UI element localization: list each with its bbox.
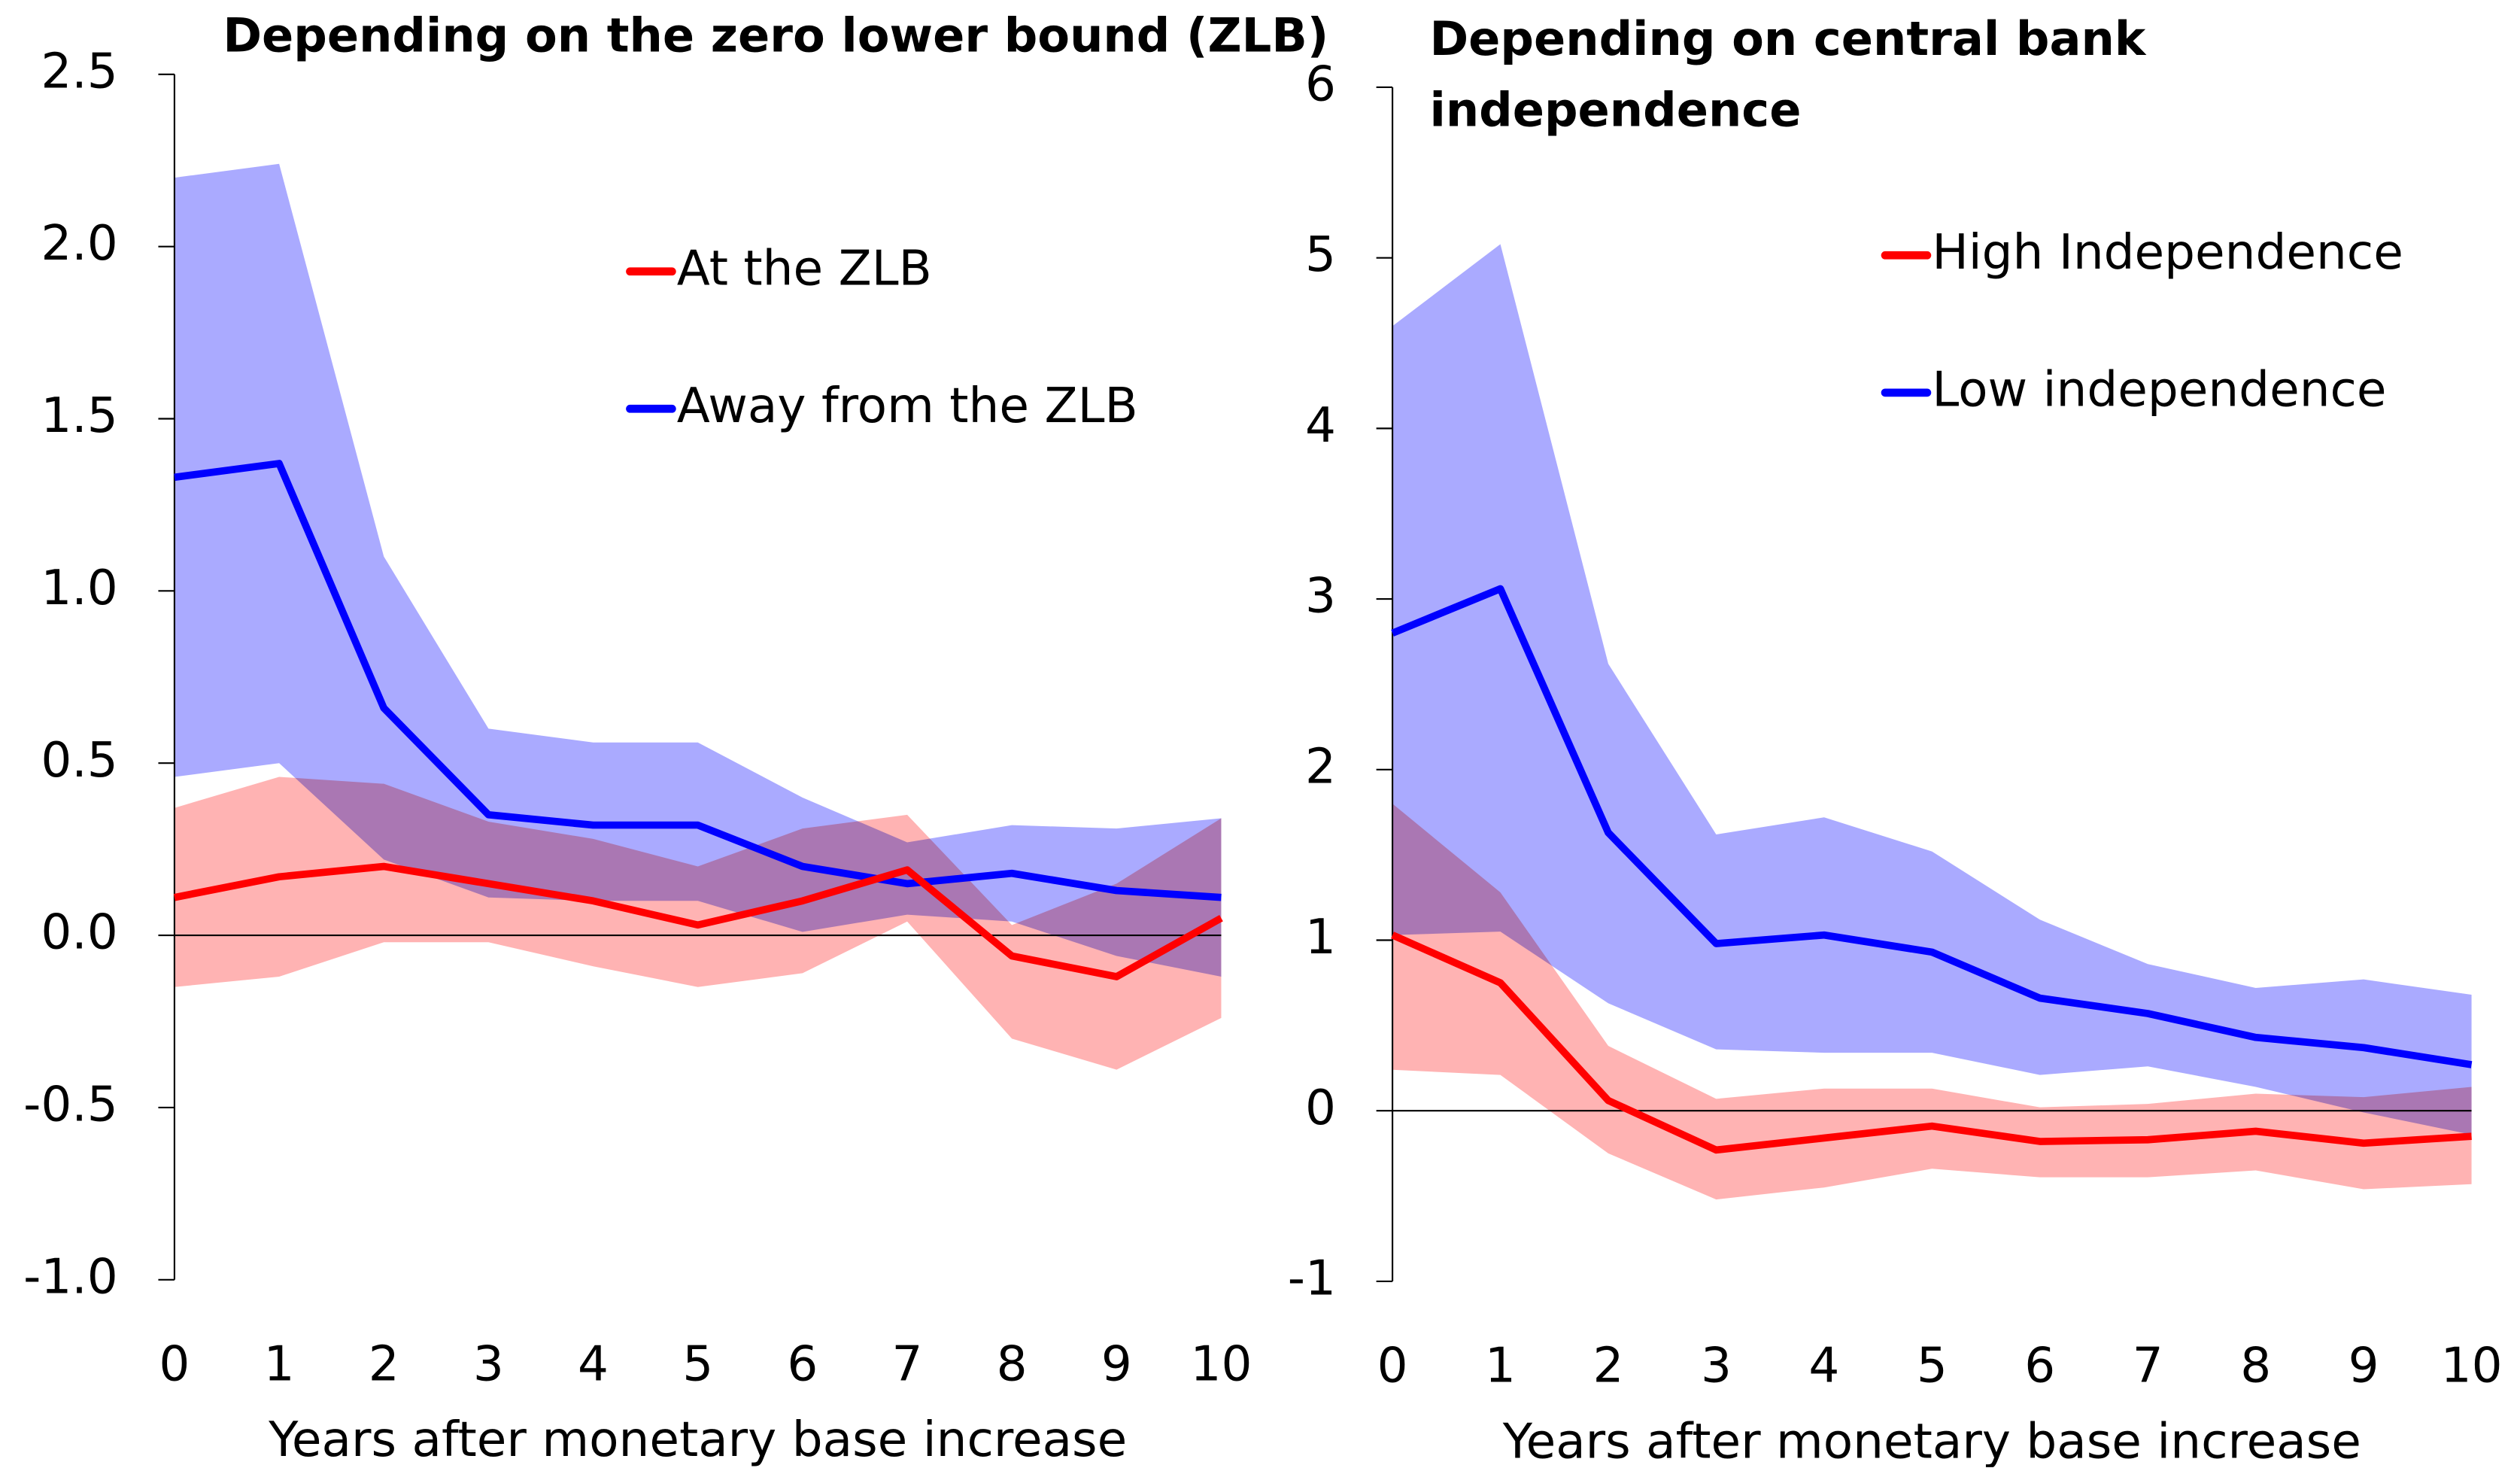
- y-tick-label: 4: [1305, 397, 1336, 454]
- confidence-band: [1392, 804, 2472, 1200]
- x-tick-label: 8: [2240, 1337, 2271, 1394]
- y-tick-label: 2.0: [41, 215, 117, 272]
- x-tick-label: 0: [159, 1336, 190, 1392]
- series-line: [1391, 932, 2472, 1154]
- chart-title: Depending on central bank independence: [1429, 11, 2146, 138]
- y-tick-label: 5: [1305, 226, 1336, 283]
- series-line: [174, 460, 1222, 901]
- series-line: [173, 862, 1223, 980]
- confidence-band: [174, 163, 1222, 977]
- confidence-band: [1392, 244, 2472, 1135]
- x-axis-label: Years after monetary base increase: [1502, 1413, 2361, 1467]
- y-tick-label: 1: [1305, 909, 1336, 965]
- y-tick-label: 0.0: [41, 904, 117, 961]
- y-tick-label: 1.0: [41, 560, 117, 616]
- x-tick-label: 9: [2348, 1337, 2379, 1394]
- x-tick-label: 1: [1485, 1337, 1516, 1394]
- x-tick-label: 7: [892, 1336, 923, 1392]
- x-axis-label: Years after monetary base increase: [268, 1412, 1127, 1467]
- bands: [1392, 244, 2472, 1200]
- x-tick-label: 3: [473, 1336, 504, 1392]
- legend-label: Away from the ZLB: [677, 378, 1138, 434]
- x-tick-label: 2: [369, 1336, 399, 1392]
- y-tick-label: 6: [1305, 56, 1336, 113]
- y-tick-label: -0.5: [23, 1076, 118, 1132]
- x-tick-label: 5: [1917, 1337, 1948, 1394]
- y-tick-label: 2.5: [41, 43, 117, 99]
- x-tick-label: 10: [1190, 1336, 1252, 1392]
- legend-label: Low independence: [1932, 361, 2386, 418]
- y-tick-label: 0.5: [41, 732, 117, 789]
- lines: [1391, 585, 2473, 1154]
- y-tick-label: 2: [1305, 738, 1336, 795]
- series-line: [1391, 585, 2473, 1068]
- legend-label: At the ZLB: [677, 240, 932, 296]
- x-tick-label: 8: [997, 1336, 1028, 1392]
- legend-label: High Independence: [1932, 224, 2403, 281]
- bands: [174, 163, 1222, 1070]
- x-tick-label: 7: [2133, 1337, 2163, 1394]
- y-tick-label: -1.0: [23, 1248, 118, 1305]
- x-tick-label: 5: [682, 1336, 713, 1392]
- x-tick-label: 10: [2441, 1337, 2503, 1394]
- y-tick-label: -1: [1288, 1250, 1336, 1306]
- x-tick-label: 2: [1592, 1337, 1623, 1394]
- x-tick-label: 1: [264, 1336, 295, 1392]
- x-tick-label: 4: [578, 1336, 609, 1392]
- y-tick-label: 0: [1305, 1080, 1336, 1136]
- y-tick-label: 3: [1305, 568, 1336, 625]
- x-tick-label: 4: [1808, 1337, 1839, 1394]
- x-tick-label: 6: [2024, 1337, 2055, 1394]
- lines: [173, 460, 1223, 980]
- chart-title: Depending on the zero lower bound (ZLB): [223, 8, 1329, 63]
- y-tick-label: 1.5: [41, 388, 117, 444]
- x-tick-label: 9: [1101, 1336, 1132, 1392]
- x-tick-label: 3: [1701, 1337, 1732, 1394]
- x-tick-label: 0: [1377, 1337, 1408, 1394]
- x-tick-label: 6: [787, 1336, 818, 1392]
